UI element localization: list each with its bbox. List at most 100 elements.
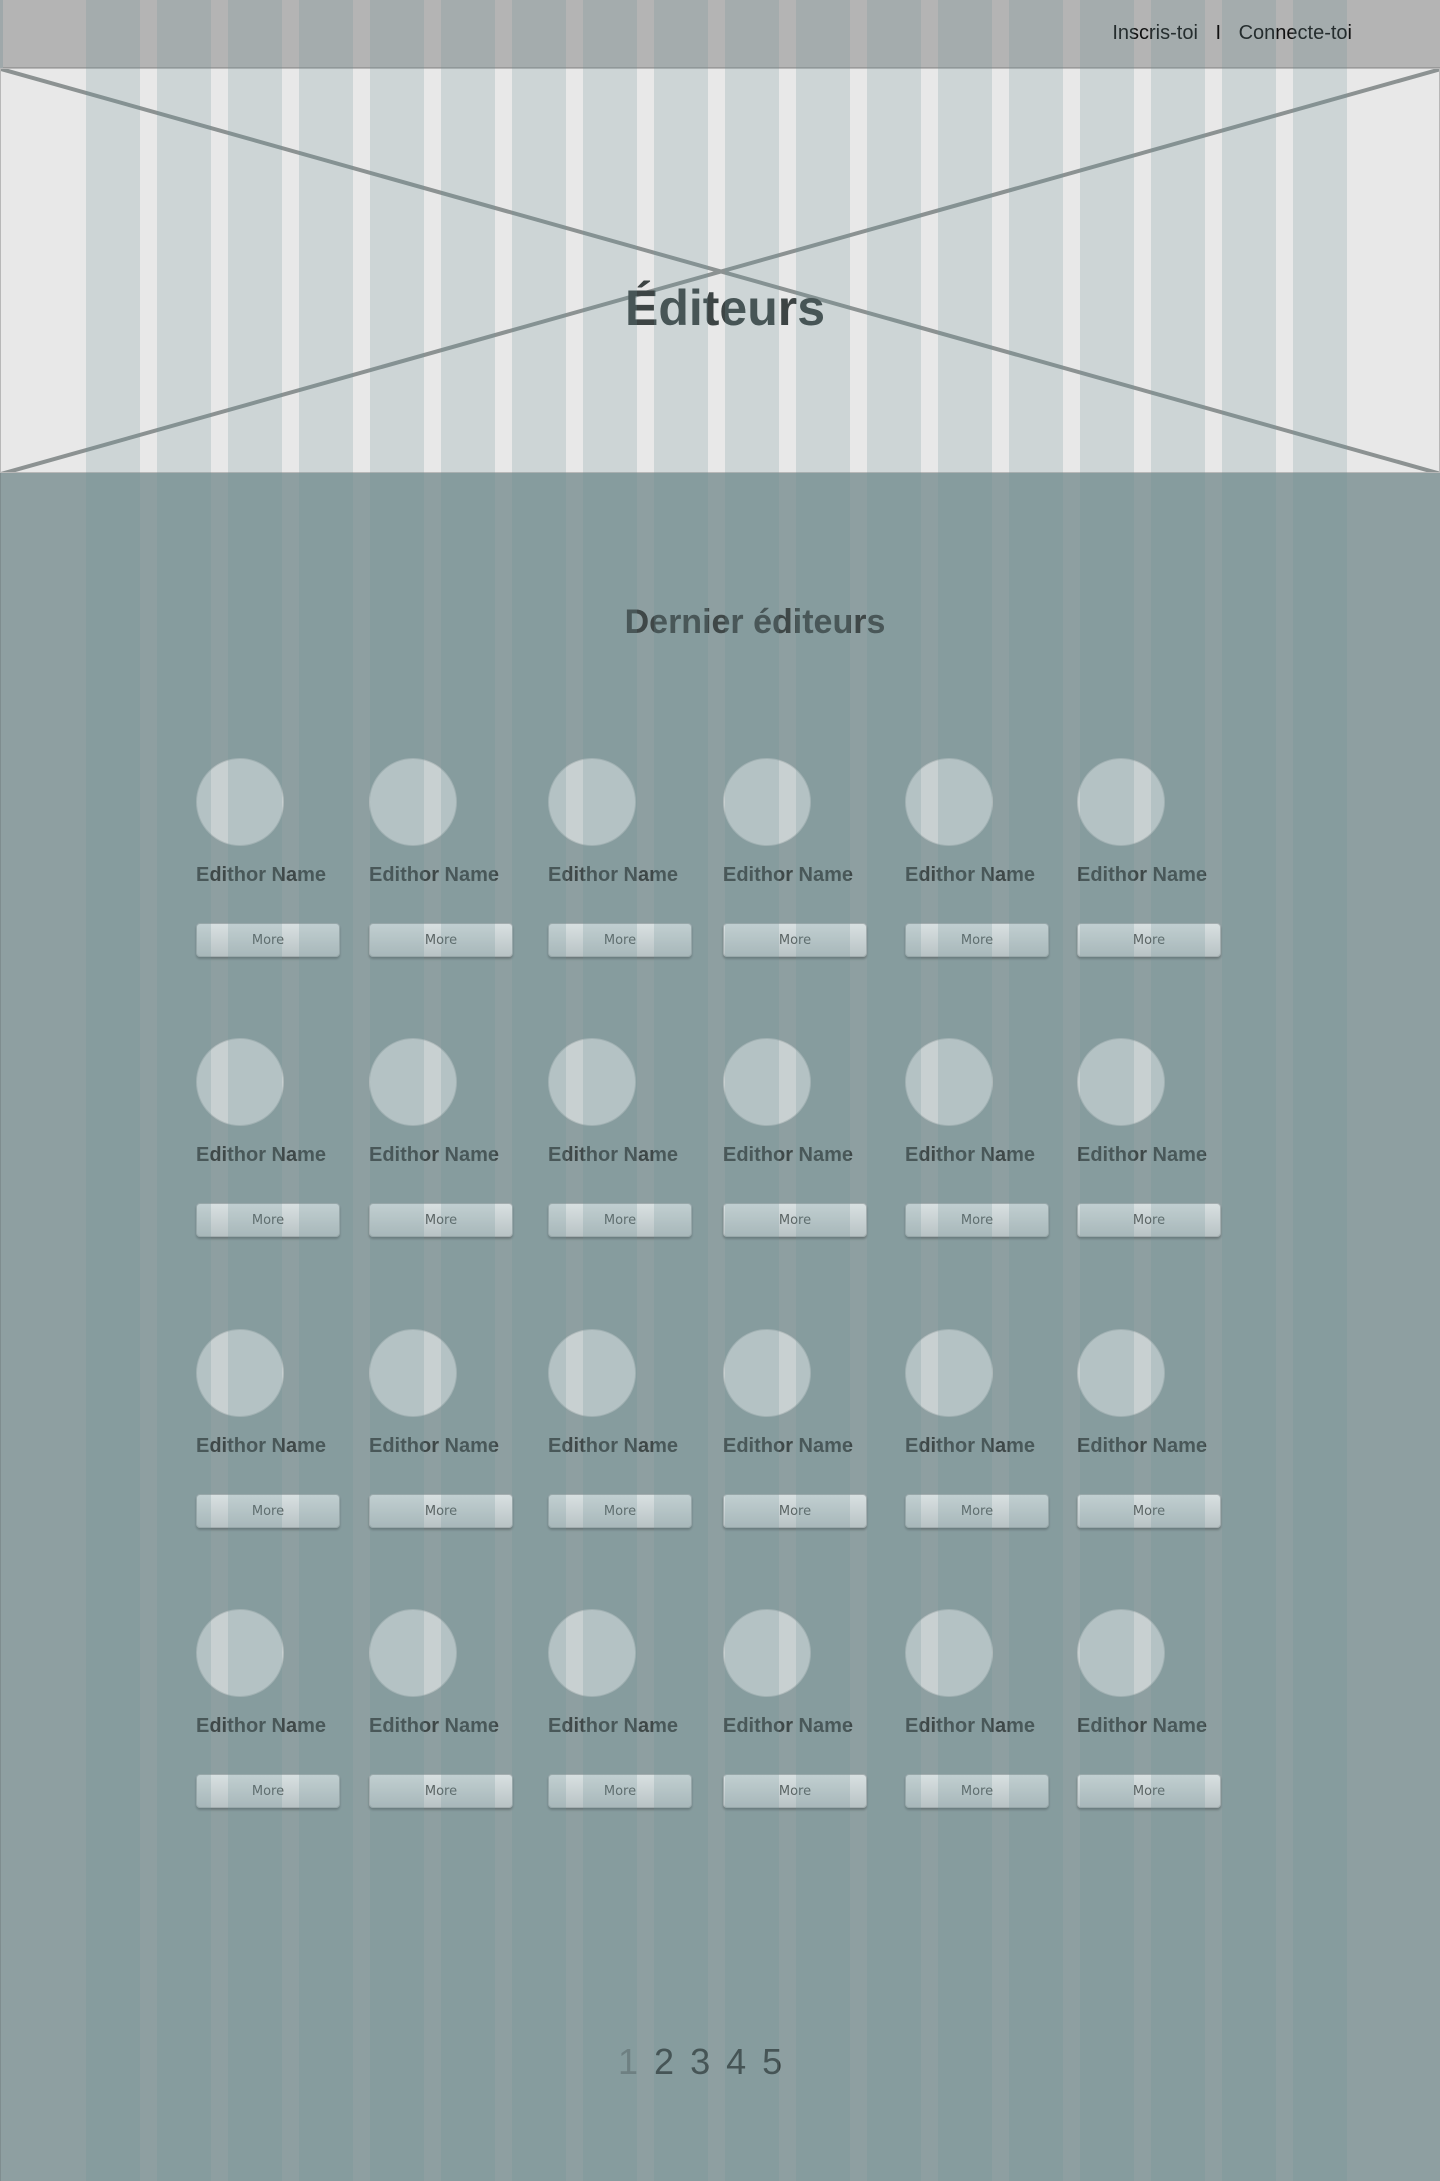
editor-card: Edithor Name More bbox=[196, 758, 346, 958]
editor-card: Edithor Name More bbox=[196, 1329, 346, 1529]
editor-name: Edithor Name bbox=[548, 1144, 679, 1166]
editor-name: Edithor Name bbox=[723, 1144, 854, 1166]
more-button[interactable]: More bbox=[905, 1774, 1049, 1808]
more-button[interactable]: More bbox=[548, 923, 692, 957]
editor-avatar bbox=[369, 758, 457, 846]
more-button[interactable]: More bbox=[905, 1203, 1049, 1237]
more-button[interactable]: More bbox=[905, 1494, 1049, 1528]
editor-avatar bbox=[905, 1038, 993, 1126]
editor-name: Edithor Name bbox=[1077, 1715, 1208, 1737]
image-placeholder-cross bbox=[1, 69, 1439, 472]
editor-avatar bbox=[723, 1609, 811, 1697]
editor-name: Edithor Name bbox=[905, 864, 1036, 886]
editor-name: Edithor Name bbox=[196, 1715, 327, 1737]
more-button[interactable]: More bbox=[905, 923, 1049, 957]
editor-card: Edithor Name More bbox=[723, 1609, 873, 1809]
more-button[interactable]: More bbox=[548, 1774, 692, 1808]
more-button[interactable]: More bbox=[723, 1774, 867, 1808]
editor-name: Edithor Name bbox=[723, 1435, 854, 1457]
more-button[interactable]: More bbox=[369, 923, 513, 957]
more-button[interactable]: More bbox=[723, 1494, 867, 1528]
editor-name: Edithor Name bbox=[548, 864, 679, 886]
editor-card: Edithor Name More bbox=[1077, 758, 1227, 958]
more-button[interactable]: More bbox=[196, 1774, 340, 1808]
more-button[interactable]: More bbox=[369, 1203, 513, 1237]
more-button[interactable]: More bbox=[723, 923, 867, 957]
more-button[interactable]: More bbox=[1077, 1774, 1221, 1808]
editor-avatar bbox=[548, 1329, 636, 1417]
editor-avatar bbox=[1077, 1329, 1165, 1417]
editor-avatar bbox=[1077, 1038, 1165, 1126]
more-button[interactable]: More bbox=[196, 923, 340, 957]
page-link-4[interactable]: 4 bbox=[726, 2041, 747, 2082]
editor-avatar bbox=[723, 1038, 811, 1126]
editor-name: Edithor Name bbox=[548, 1715, 679, 1737]
editor-name: Edithor Name bbox=[369, 1715, 500, 1737]
editor-card: Edithor Name More bbox=[905, 1038, 1055, 1238]
editor-avatar bbox=[369, 1038, 457, 1126]
more-button[interactable]: More bbox=[1077, 923, 1221, 957]
auth-links: Inscris-toi I Connecte-toi bbox=[1112, 22, 1352, 45]
editor-card: Edithor Name More bbox=[196, 1038, 346, 1238]
editor-card: Edithor Name More bbox=[1077, 1329, 1227, 1529]
editor-card: Edithor Name More bbox=[548, 1329, 698, 1529]
signup-link[interactable]: Inscris-toi bbox=[1112, 22, 1198, 44]
editor-name: Edithor Name bbox=[905, 1715, 1036, 1737]
editor-card: Edithor Name More bbox=[369, 1609, 519, 1809]
more-button[interactable]: More bbox=[196, 1203, 340, 1237]
more-button[interactable]: More bbox=[369, 1774, 513, 1808]
editor-name: Edithor Name bbox=[1077, 1435, 1208, 1457]
editor-avatar bbox=[905, 1609, 993, 1697]
hero-banner-placeholder: Éditeurs bbox=[0, 68, 1440, 473]
editor-card: Edithor Name More bbox=[1077, 1609, 1227, 1809]
more-button[interactable]: More bbox=[723, 1203, 867, 1237]
login-link[interactable]: Connecte-toi bbox=[1238, 22, 1352, 44]
editor-avatar bbox=[196, 1609, 284, 1697]
page-link-5[interactable]: 5 bbox=[762, 2041, 783, 2082]
editor-avatar bbox=[723, 1329, 811, 1417]
editor-avatar bbox=[369, 1609, 457, 1697]
section-title: Dernier éditeurs bbox=[624, 603, 886, 641]
editor-avatar bbox=[548, 758, 636, 846]
editor-card: Edithor Name More bbox=[548, 1609, 698, 1809]
editor-avatar bbox=[369, 1329, 457, 1417]
more-button[interactable]: More bbox=[1077, 1494, 1221, 1528]
editor-card: Edithor Name More bbox=[723, 1329, 873, 1529]
more-button[interactable]: More bbox=[196, 1494, 340, 1528]
editor-avatar bbox=[196, 758, 284, 846]
editor-card: Edithor Name More bbox=[905, 1609, 1055, 1809]
editor-name: Edithor Name bbox=[723, 864, 854, 886]
editor-name: Edithor Name bbox=[369, 1144, 500, 1166]
editor-name: Edithor Name bbox=[1077, 1144, 1208, 1166]
editor-name: Edithor Name bbox=[196, 1144, 327, 1166]
page-link-1[interactable]: 1 bbox=[618, 2041, 639, 2082]
editors-section: Dernier éditeurs Edithor Name More Edithor… bbox=[0, 473, 1440, 2181]
more-button[interactable]: More bbox=[1077, 1203, 1221, 1237]
editor-name: Edithor Name bbox=[905, 1435, 1036, 1457]
editor-avatar bbox=[548, 1609, 636, 1697]
auth-separator: I bbox=[1215, 22, 1222, 44]
more-button[interactable]: More bbox=[548, 1203, 692, 1237]
editor-card: Edithor Name More bbox=[196, 1609, 346, 1809]
top-bar: Inscris-toi I Connecte-toi bbox=[3, 0, 1440, 68]
more-button[interactable]: More bbox=[548, 1494, 692, 1528]
editor-name: Edithor Name bbox=[196, 864, 327, 886]
page-link-2[interactable]: 2 bbox=[654, 2041, 675, 2082]
editor-card: Edithor Name More bbox=[369, 1038, 519, 1238]
editor-avatar bbox=[196, 1038, 284, 1126]
editor-avatar bbox=[1077, 758, 1165, 846]
editor-name: Edithor Name bbox=[196, 1435, 327, 1457]
page-link-3[interactable]: 3 bbox=[690, 2041, 711, 2082]
editor-card: Edithor Name More bbox=[905, 1329, 1055, 1529]
editor-avatar bbox=[905, 1329, 993, 1417]
editor-name: Edithor Name bbox=[548, 1435, 679, 1457]
editor-card: Edithor Name More bbox=[548, 1038, 698, 1238]
editor-card: Edithor Name More bbox=[369, 1329, 519, 1529]
more-button[interactable]: More bbox=[369, 1494, 513, 1528]
editor-card: Edithor Name More bbox=[723, 1038, 873, 1238]
editor-name: Edithor Name bbox=[1077, 864, 1208, 886]
editor-card: Edithor Name More bbox=[369, 758, 519, 958]
editor-name: Edithor Name bbox=[723, 1715, 854, 1737]
editor-avatar bbox=[548, 1038, 636, 1126]
editor-card: Edithor Name More bbox=[548, 758, 698, 958]
